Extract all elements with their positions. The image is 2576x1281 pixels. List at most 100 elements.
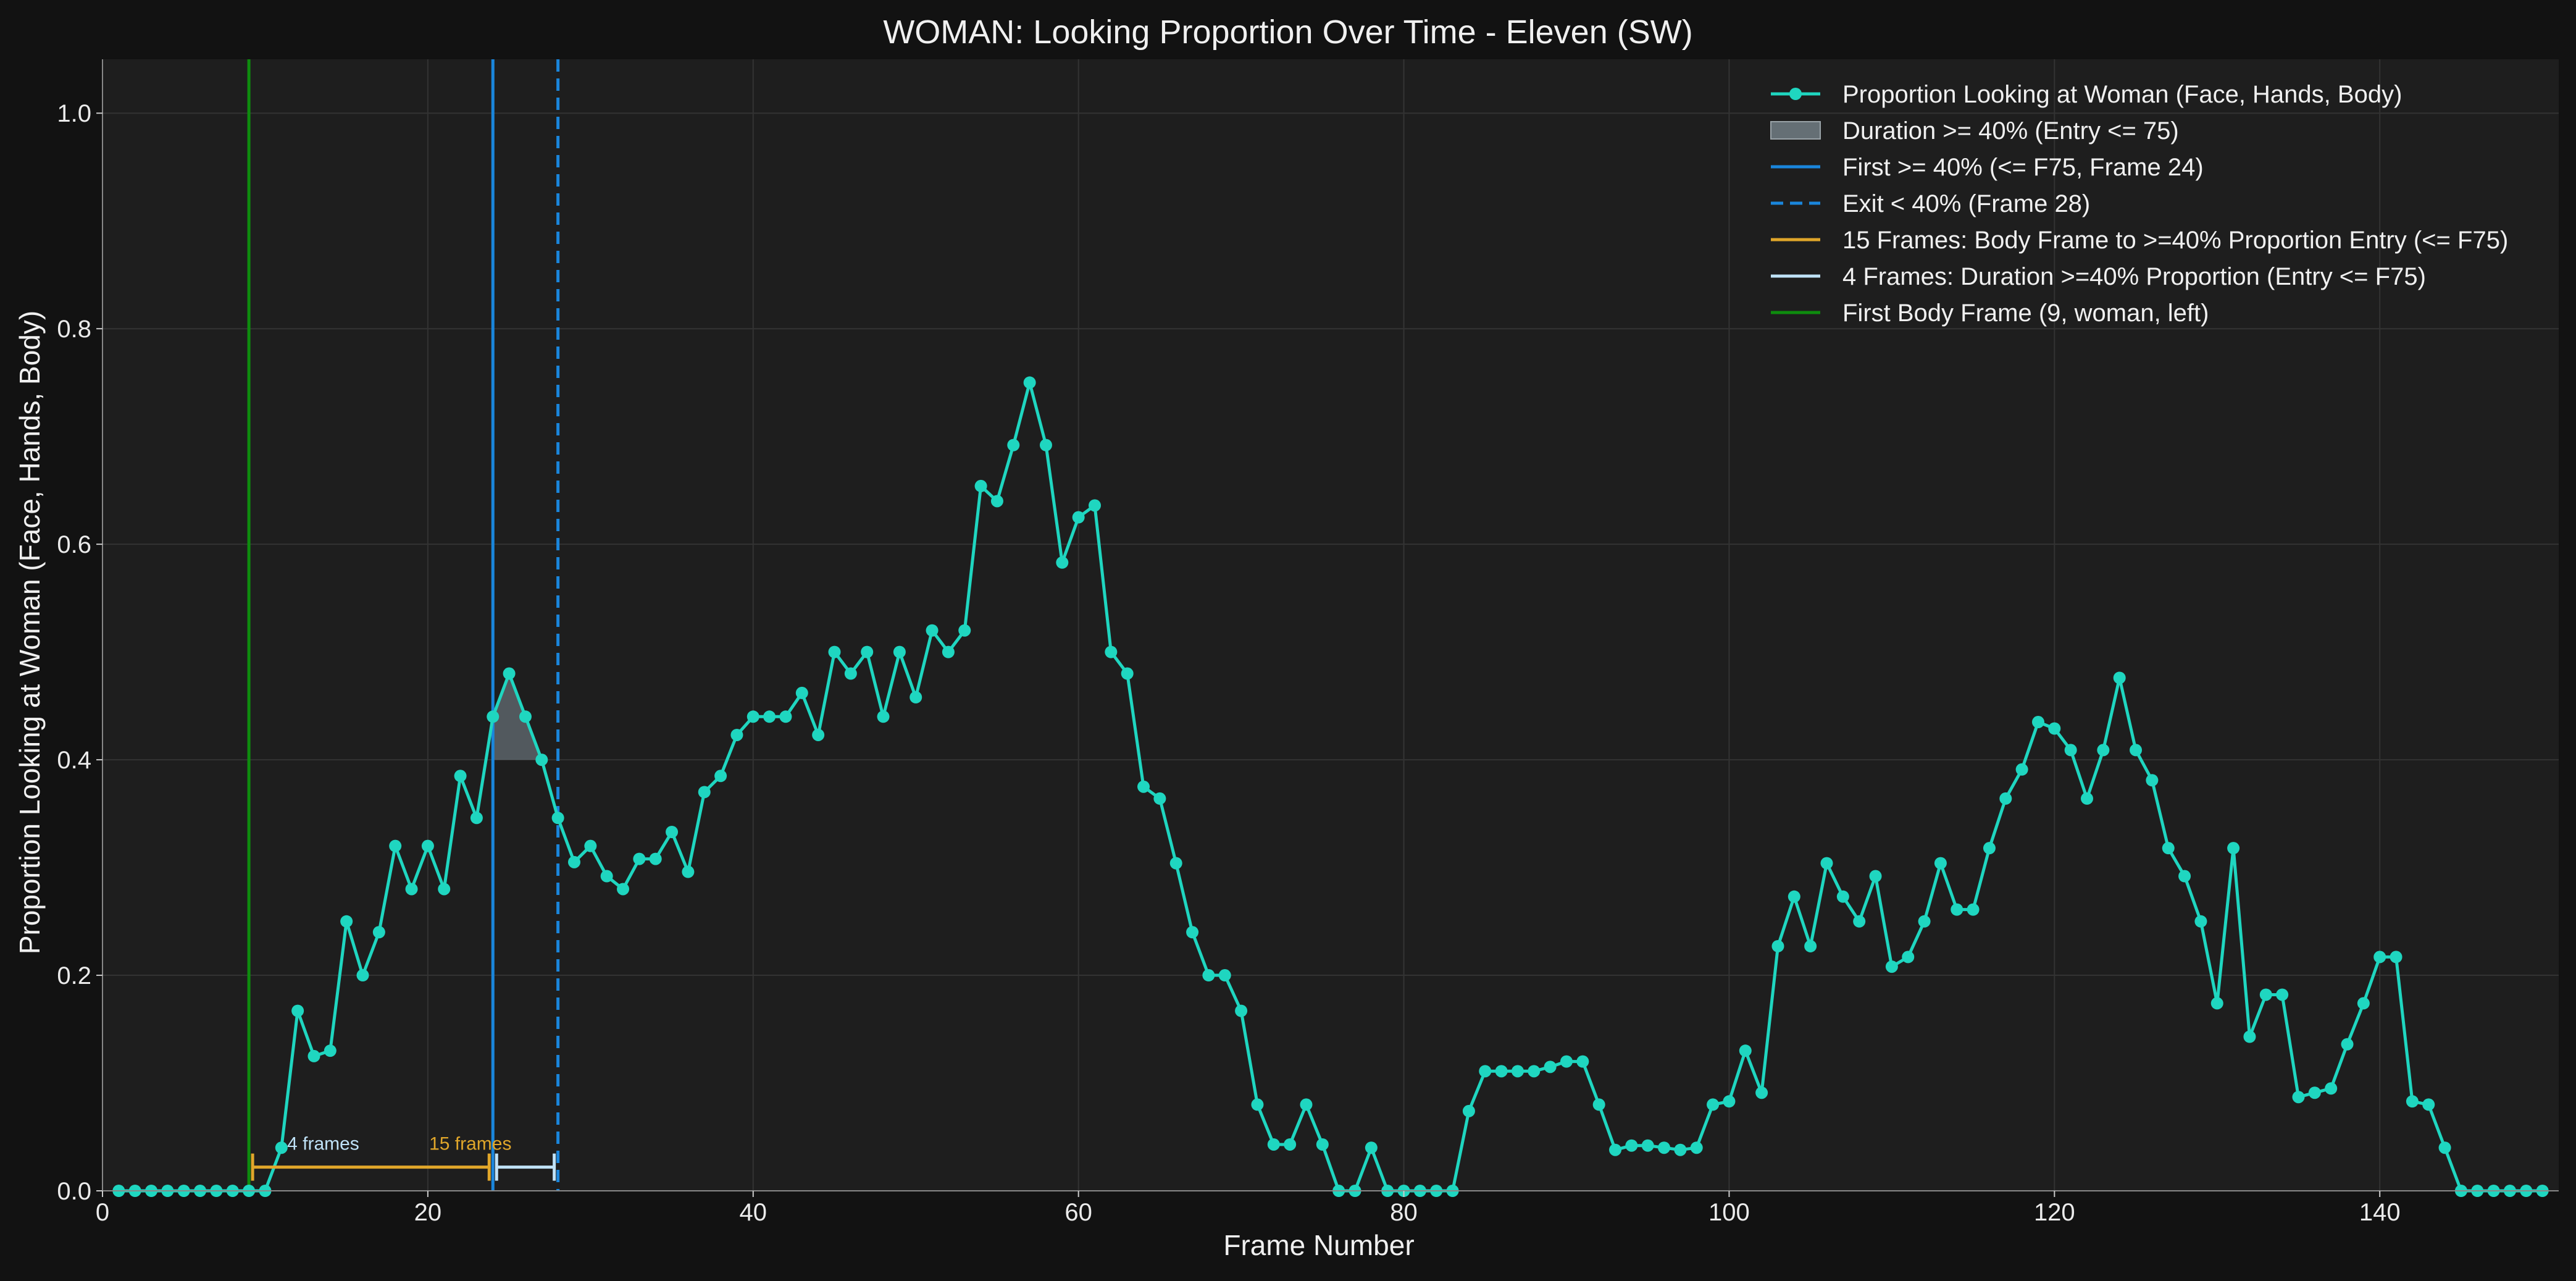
data-point xyxy=(2162,842,2175,855)
y-tick-label: 0.4 xyxy=(57,747,91,774)
data-point xyxy=(2406,1095,2419,1108)
y-tick-label: 0.6 xyxy=(57,531,91,558)
data-point xyxy=(1967,903,1980,916)
data-point xyxy=(389,839,402,852)
data-point xyxy=(1576,1055,1589,1068)
data-point xyxy=(1641,1139,1654,1152)
legend-label: Duration >= 40% (Entry <= 75) xyxy=(1842,117,2179,145)
legend-marker xyxy=(1789,88,1802,100)
data-point xyxy=(2178,870,2191,883)
y-tick-label: 1.0 xyxy=(57,100,91,127)
data-point xyxy=(828,645,841,658)
data-point xyxy=(600,870,613,883)
y-tick-label: 0.2 xyxy=(57,962,91,989)
data-point xyxy=(1511,1065,1524,1078)
data-point xyxy=(1983,842,1996,855)
plot-area xyxy=(102,59,2559,1191)
legend-swatch xyxy=(1770,121,1821,140)
data-point xyxy=(682,865,695,878)
data-point xyxy=(795,686,808,699)
data-point xyxy=(2081,792,2094,805)
data-point xyxy=(1267,1138,1280,1151)
data-point xyxy=(519,710,532,723)
data-point xyxy=(698,786,711,799)
data-point xyxy=(2146,774,2159,787)
data-point xyxy=(1788,890,1800,903)
data-point xyxy=(2113,671,2126,684)
data-point xyxy=(1869,870,1882,883)
x-tick-label: 120 xyxy=(2034,1199,2075,1226)
data-point xyxy=(1284,1138,1297,1151)
fill-layer xyxy=(493,673,542,760)
data-point xyxy=(1105,645,1118,658)
data-point xyxy=(454,770,467,783)
data-point xyxy=(861,645,874,658)
data-point xyxy=(1316,1138,1329,1151)
data-point xyxy=(1771,939,1784,952)
data-point xyxy=(584,839,597,852)
data-point xyxy=(844,667,857,680)
data-point xyxy=(567,855,580,868)
x-tick-label: 0 xyxy=(96,1199,109,1226)
data-point xyxy=(487,710,500,723)
legend-label: Exit < 40% (Frame 28) xyxy=(1842,190,2090,217)
data-point xyxy=(1625,1139,1638,1152)
legend-label: 15 Frames: Body Frame to >=40% Proportio… xyxy=(1842,227,2508,254)
data-point xyxy=(2243,1030,2256,1043)
data-point xyxy=(2210,997,2223,1010)
data-point xyxy=(1153,792,1166,805)
data-point xyxy=(1007,439,1020,452)
data-point xyxy=(893,645,906,658)
data-point xyxy=(1121,667,1134,680)
data-point xyxy=(1674,1143,1687,1156)
data-point xyxy=(2357,997,2370,1010)
data-point xyxy=(1739,1044,1752,1057)
data-point xyxy=(926,624,939,637)
data-point xyxy=(291,1004,304,1017)
bracket-label: 15 frames xyxy=(429,1134,511,1154)
data-point xyxy=(1902,951,1915,964)
data-point xyxy=(1495,1065,1508,1078)
bracket-label: 4 frames xyxy=(287,1134,359,1154)
data-point xyxy=(2064,744,2077,757)
x-tick-label: 140 xyxy=(2359,1199,2401,1226)
data-point xyxy=(2422,1098,2435,1111)
data-point xyxy=(1951,903,1963,916)
data-point xyxy=(340,915,353,928)
data-point xyxy=(1462,1104,1475,1117)
data-point xyxy=(275,1141,288,1154)
data-point xyxy=(1934,857,1947,870)
data-point xyxy=(1755,1086,1768,1099)
data-point xyxy=(1039,439,1052,452)
data-point xyxy=(1609,1143,1622,1156)
data-point xyxy=(1658,1141,1671,1154)
data-point xyxy=(1056,556,1069,569)
data-point xyxy=(877,710,890,723)
data-point xyxy=(1089,499,1102,512)
data-point xyxy=(2308,1086,2321,1099)
legend-label: First >= 40% (<= F75, Frame 24) xyxy=(1842,154,2204,181)
data-point xyxy=(551,812,564,825)
data-point xyxy=(2097,744,2110,757)
data-point xyxy=(2341,1038,2354,1051)
data-point xyxy=(2259,988,2272,1001)
data-point xyxy=(666,825,679,838)
x-tick-label: 80 xyxy=(1390,1199,1418,1226)
data-point xyxy=(1723,1095,1736,1108)
x-tick-label: 100 xyxy=(1708,1199,1750,1226)
data-point xyxy=(503,667,516,680)
data-point xyxy=(1592,1098,1605,1111)
data-point xyxy=(1202,969,1215,982)
data-point xyxy=(1218,969,1231,982)
data-point xyxy=(2438,1141,2451,1154)
data-point xyxy=(812,728,825,741)
data-point xyxy=(2276,988,2289,1001)
data-point xyxy=(1235,1004,1248,1017)
data-point xyxy=(1365,1141,1378,1154)
y-tick-label: 0.0 xyxy=(57,1178,91,1205)
data-point xyxy=(1528,1065,1541,1078)
data-point xyxy=(910,691,922,704)
x-tick-label: 60 xyxy=(1064,1199,1092,1226)
data-point xyxy=(1072,511,1085,524)
